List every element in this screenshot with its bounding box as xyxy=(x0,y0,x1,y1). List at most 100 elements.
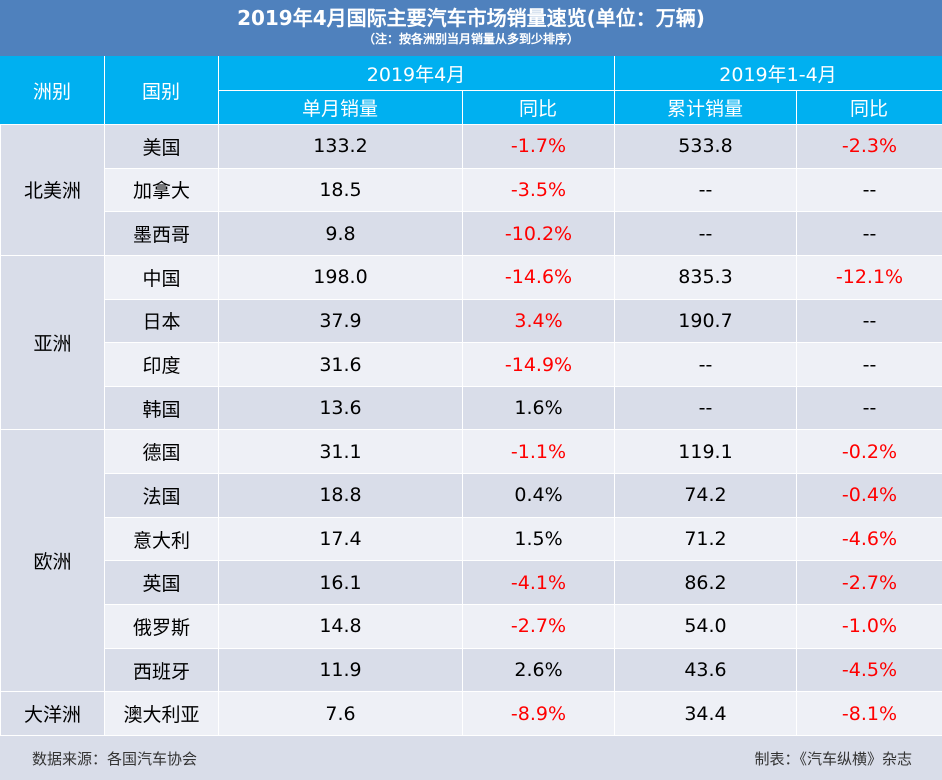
table-row: 英国 16.1 -4.1% 86.2 -2.7% xyxy=(1,560,942,606)
monthly-yoy-cell: -2.7% xyxy=(462,604,615,649)
table-row: 亚洲 中国 198.0 -14.6% 835.3 -12.1% xyxy=(0,254,942,431)
monthly-sales-cell: 198.0 xyxy=(218,254,463,300)
monthly-yoy-cell: -10.2% xyxy=(462,211,615,256)
cumulative-sales-cell: 74.2 xyxy=(614,473,797,518)
monthly-yoy-cell: -14.6% xyxy=(462,254,615,300)
cumulative-sales-cell: -- xyxy=(614,385,797,431)
table-row: 大洋洲 澳大利亚 7.6 -8.9% 34.4 -8.1% xyxy=(0,691,942,736)
country-cell: 俄罗斯 xyxy=(104,604,219,649)
monthly-yoy-cell: -4.1% xyxy=(462,560,615,606)
cumulative-sales-cell: -- xyxy=(614,211,797,256)
sales-table: 北美洲 美国 133.2 -1.7% 533.8 -2.3% 加拿大 18.5 -3.5% -- -… xyxy=(0,124,942,736)
cumulative-sales-cell: 34.4 xyxy=(614,691,797,736)
cumulative-yoy-cell: -1.0% xyxy=(796,604,942,649)
cumulative-sales-cell: -- xyxy=(614,167,797,213)
cumulative-yoy-cell: -- xyxy=(796,342,942,387)
monthly-sales-cell: 31.1 xyxy=(218,429,463,475)
monthly-yoy-cell: -1.7% xyxy=(462,124,615,169)
header-monthly-yoy: 同比 xyxy=(518,97,557,120)
header-group-month: 2019年4月 xyxy=(366,63,466,86)
table-body: 北美洲 美国 133.2 -1.7% 533.8 -2.3% 加拿大 18.5 -3.5% -- -… xyxy=(0,124,942,736)
monthly-sales-cell: 37.9 xyxy=(218,298,463,344)
country-cell: 韩国 xyxy=(104,385,219,431)
monthly-sales-cell: 14.8 xyxy=(218,604,463,649)
country-cell: 意大利 xyxy=(104,516,219,562)
header-cumulative-yoy: 同比 xyxy=(849,97,888,120)
country-cell: 中国 xyxy=(104,254,219,300)
header-monthly-sales: 单月销量 xyxy=(301,97,378,120)
header-cumulative-sales: 累计销量 xyxy=(666,97,743,120)
country-cell: 法国 xyxy=(104,473,219,518)
continent-cell: 亚洲 xyxy=(0,254,105,431)
country-cell: 加拿大 xyxy=(104,167,219,213)
header-country: 国别 xyxy=(141,80,180,103)
monthly-sales-cell: 18.8 xyxy=(218,473,463,518)
cumulative-yoy-cell: -- xyxy=(796,167,942,213)
header-divider xyxy=(218,90,942,91)
cumulative-yoy-cell: -- xyxy=(796,211,942,256)
country-cell: 墨西哥 xyxy=(104,211,219,256)
monthly-yoy-cell: 3.4% xyxy=(462,298,615,344)
chart-title: 2019年4月国际主要汽车市场销量速览(单位：万辆) xyxy=(237,6,705,30)
chart-subtitle: （注：按各洲别当月销量从多到少排序） xyxy=(362,32,579,46)
cumulative-yoy-cell: -0.2% xyxy=(796,429,942,475)
header-divider xyxy=(104,56,105,124)
cumulative-sales-cell: 86.2 xyxy=(614,560,797,606)
table-row: 墨西哥 9.8 -10.2% -- -- xyxy=(1,211,942,256)
table-row: 日本 37.9 3.4% 190.7 -- xyxy=(1,298,942,344)
continent-cell: 大洋洲 xyxy=(0,691,105,736)
table-row: 西班牙 11.9 2.6% 43.6 -4.5% xyxy=(1,647,942,693)
header-divider xyxy=(462,90,463,124)
monthly-sales-cell: 133.2 xyxy=(218,124,463,169)
cumulative-yoy-cell: -- xyxy=(796,298,942,344)
country-cell: 西班牙 xyxy=(104,647,219,693)
cumulative-yoy-cell: -2.3% xyxy=(796,124,942,169)
cumulative-yoy-cell: -4.6% xyxy=(796,516,942,562)
monthly-sales-cell: 31.6 xyxy=(218,342,463,387)
country-cell: 印度 xyxy=(104,342,219,387)
monthly-sales-cell: 11.9 xyxy=(218,647,463,693)
cumulative-sales-cell: -- xyxy=(614,342,797,387)
monthly-yoy-cell: -8.9% xyxy=(462,691,615,736)
monthly-sales-cell: 18.5 xyxy=(218,167,463,213)
continent-cell: 欧洲 xyxy=(0,429,105,693)
monthly-yoy-cell: -1.1% xyxy=(462,429,615,475)
monthly-yoy-cell: 1.5% xyxy=(462,516,615,562)
cumulative-sales-cell: 119.1 xyxy=(614,429,797,475)
monthly-yoy-cell: -3.5% xyxy=(462,167,615,213)
cumulative-sales-cell: 71.2 xyxy=(614,516,797,562)
cumulative-yoy-cell: -8.1% xyxy=(796,691,942,736)
cumulative-sales-cell: 54.0 xyxy=(614,604,797,649)
table-row: 俄罗斯 14.8 -2.7% 54.0 -1.0% xyxy=(1,604,942,649)
country-cell: 德国 xyxy=(104,429,219,475)
cumulative-sales-cell: 43.6 xyxy=(614,647,797,693)
table-row: 韩国 13.6 1.6% -- -- xyxy=(1,385,942,431)
monthly-yoy-cell: -14.9% xyxy=(462,342,615,387)
monthly-sales-cell: 7.6 xyxy=(218,691,463,736)
made-by-note: 制表：《汽车纵横》杂志 xyxy=(754,750,912,768)
country-cell: 澳大利亚 xyxy=(104,691,219,736)
table-row: 意大利 17.4 1.5% 71.2 -4.6% xyxy=(1,516,942,562)
cumulative-yoy-cell: -- xyxy=(796,385,942,431)
monthly-yoy-cell: 0.4% xyxy=(462,473,615,518)
header-group-ytd: 2019年1-4月 xyxy=(719,63,837,86)
country-cell: 英国 xyxy=(104,560,219,606)
cumulative-yoy-cell: -4.5% xyxy=(796,647,942,693)
source-note: 数据来源：各国汽车协会 xyxy=(32,750,198,768)
table-row: 法国 18.8 0.4% 74.2 -0.4% xyxy=(1,473,942,518)
cumulative-yoy-cell: -0.4% xyxy=(796,473,942,518)
monthly-sales-cell: 13.6 xyxy=(218,385,463,431)
table-row: 北美洲 美国 133.2 -1.7% 533.8 -2.3% xyxy=(0,124,942,256)
header-divider xyxy=(796,90,797,124)
table-row: 印度 31.6 -14.9% -- -- xyxy=(1,342,942,387)
country-cell: 美国 xyxy=(104,124,219,169)
title-band: 2019年4月国际主要汽车市场销量速览(单位：万辆) （注：按各洲别当月销量从多… xyxy=(0,0,942,56)
cumulative-sales-cell: 190.7 xyxy=(614,298,797,344)
continent-cell: 北美洲 xyxy=(0,124,105,256)
header-continent: 洲别 xyxy=(32,80,71,103)
cumulative-yoy-cell: -12.1% xyxy=(796,254,942,300)
cumulative-sales-cell: 533.8 xyxy=(614,124,797,169)
monthly-sales-cell: 9.8 xyxy=(218,211,463,256)
monthly-sales-cell: 17.4 xyxy=(218,516,463,562)
